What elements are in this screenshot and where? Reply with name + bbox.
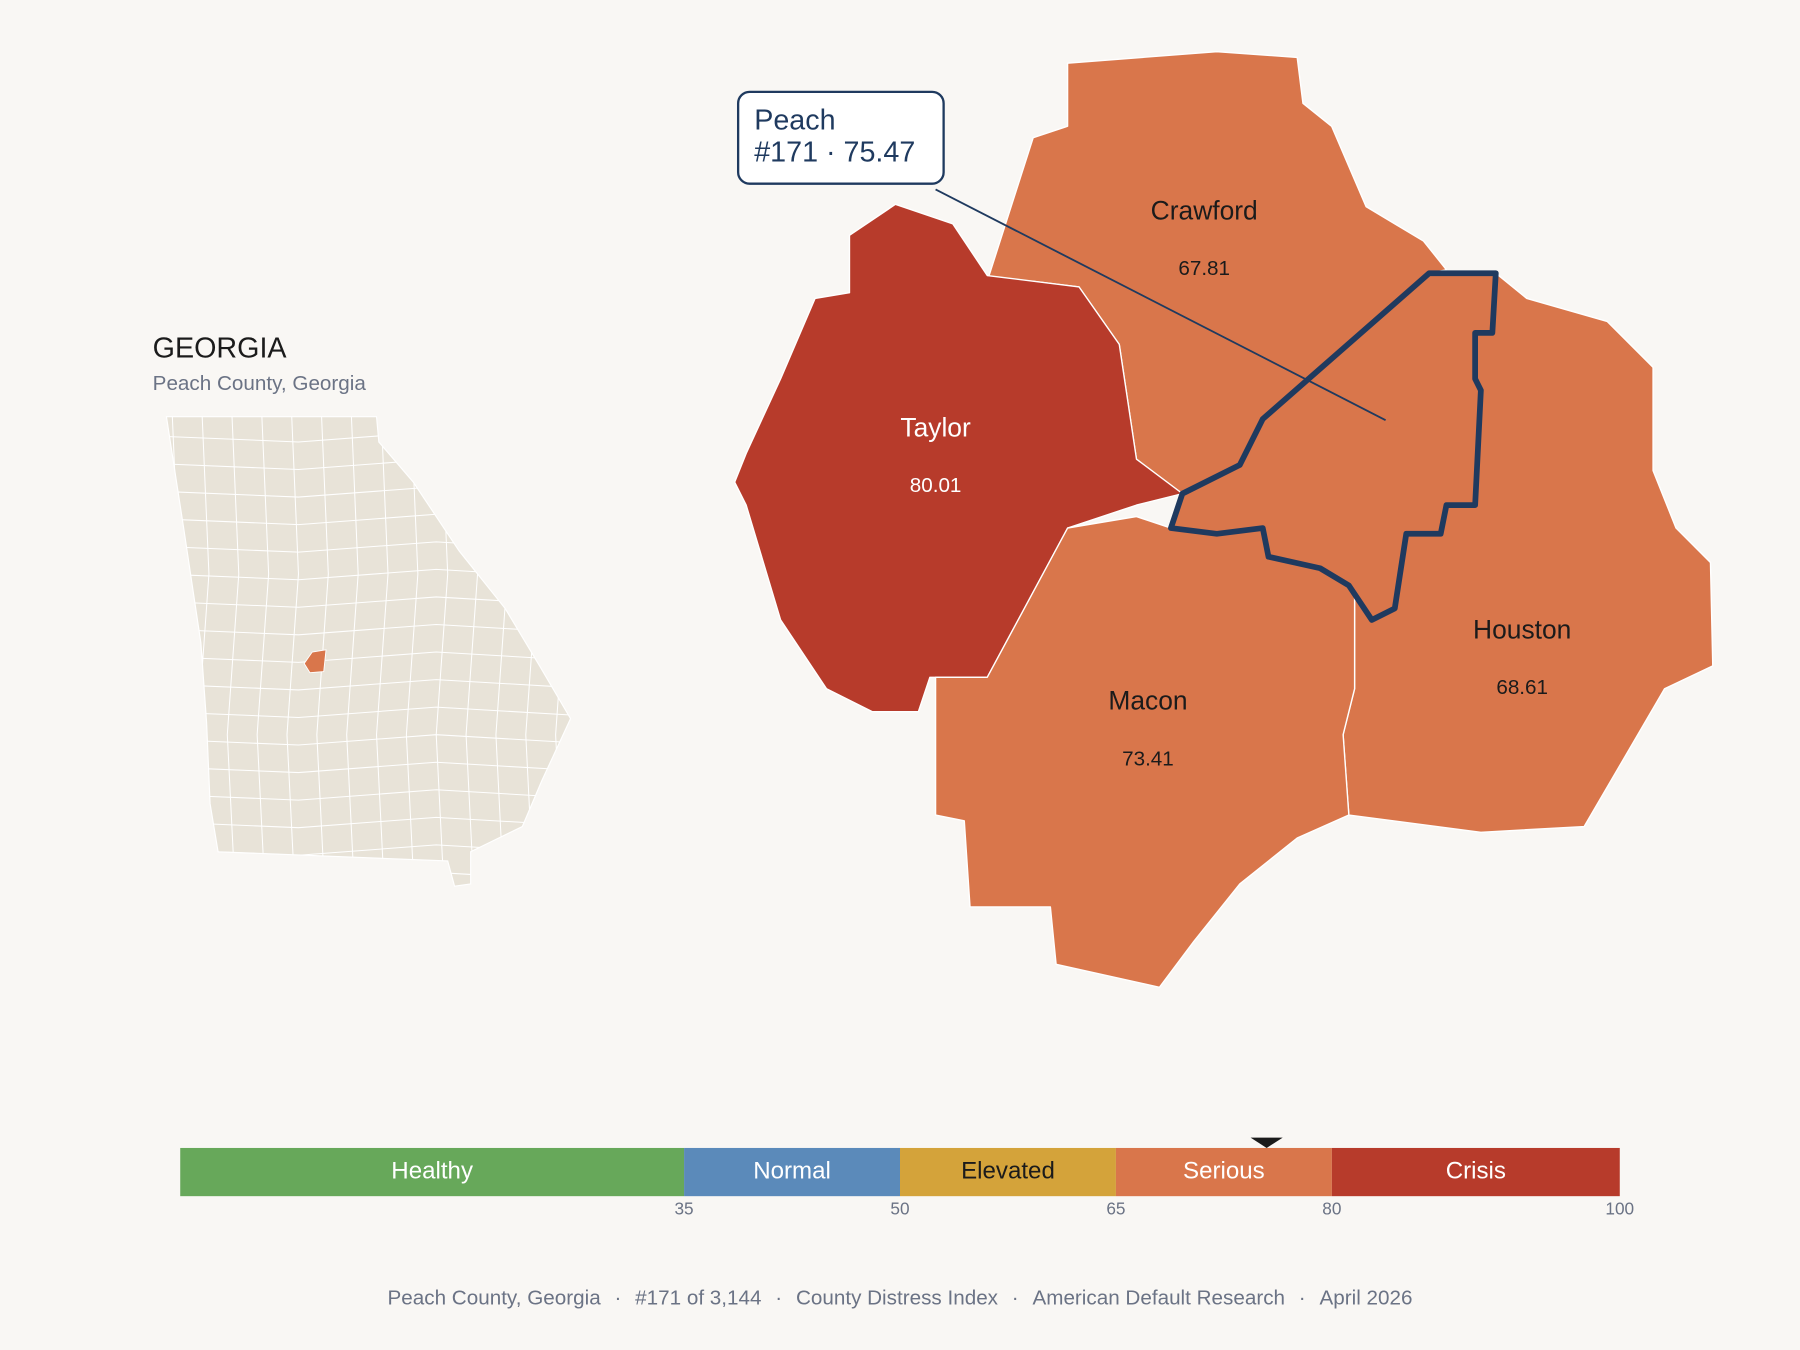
county-map: Crawford 67.81 Taylor 80.01 Houston 68.61 Maco… [734, 50, 1714, 988]
border [166, 706, 571, 718]
county-shape [1168, 270, 1499, 623]
border [226, 416, 240, 887]
footer-separator: · [775, 1287, 782, 1310]
border [166, 761, 571, 774]
segment-label: Elevated [961, 1157, 1055, 1184]
scale-tick-label: 50 [890, 1198, 909, 1218]
scale-segment [1115, 1147, 1332, 1197]
border [286, 416, 299, 887]
footer-separator: · [614, 1287, 621, 1310]
scale-tick-label: 65 [1106, 1198, 1125, 1218]
county-name: Macon [1108, 686, 1187, 716]
border [166, 623, 571, 636]
county-name: Houston [1473, 614, 1571, 644]
callout-name: Peach [754, 104, 835, 136]
county-value: 67.81 [1178, 257, 1230, 280]
border [166, 651, 571, 663]
scale-tick-label: 100 [1605, 1198, 1634, 1218]
border [166, 816, 571, 829]
county-shape [734, 203, 1184, 713]
segment-label: Normal [753, 1157, 831, 1184]
scale-segment [900, 1147, 1116, 1197]
distress-scale: Healthy Normal Elevated Serious Crisis 35 50 65… [180, 1137, 1634, 1218]
footer-separator: · [1299, 1287, 1306, 1310]
county-name: Crawford [1151, 195, 1258, 225]
segment-label: Healthy [391, 1157, 473, 1184]
callout-detail: #171 · 75.47 [754, 136, 915, 168]
scale-tick-label: 35 [674, 1198, 693, 1218]
footer-item: #171 of 3,144 [635, 1287, 761, 1310]
border [166, 734, 571, 746]
border [376, 416, 389, 887]
scale-segment [180, 1147, 685, 1197]
segment-label: Crisis [1446, 1157, 1506, 1184]
scale-tick-label: 80 [1322, 1198, 1341, 1218]
border [166, 789, 571, 801]
county-name: Taylor [900, 412, 971, 442]
border [256, 416, 270, 887]
score-marker [1250, 1137, 1283, 1148]
county-value: 68.61 [1496, 676, 1548, 699]
scale-segment [684, 1147, 900, 1197]
footer-text: Peach County, Georgia · #171 of 3,144 · Coun… [388, 1287, 1413, 1310]
state-outline [165, 416, 572, 887]
footer-item: Peach County, Georgia [388, 1287, 602, 1310]
footer-item: County Distress Index [796, 1287, 999, 1310]
footer-separator: · [1012, 1287, 1019, 1310]
county-value: 80.01 [910, 474, 962, 497]
callout: Peach #171 · 75.47 [736, 90, 1387, 421]
footer-item: American Default Research [1032, 1287, 1285, 1310]
state-subtitle: Peach County, Georgia [153, 372, 367, 395]
county-value: 73.41 [1122, 747, 1174, 770]
callout-box [736, 90, 945, 185]
scale-segment [1331, 1147, 1620, 1197]
footer-item: April 2026 [1319, 1287, 1412, 1310]
segment-label: Serious [1183, 1157, 1265, 1184]
border [166, 679, 571, 691]
callout-leader [935, 188, 1387, 421]
border [346, 416, 359, 887]
footer: Peach County, Georgia · #171 of 3,144 · Coun… [388, 1287, 1413, 1310]
highlighted-county [303, 649, 327, 674]
state-title: GEORGIA [153, 333, 288, 365]
